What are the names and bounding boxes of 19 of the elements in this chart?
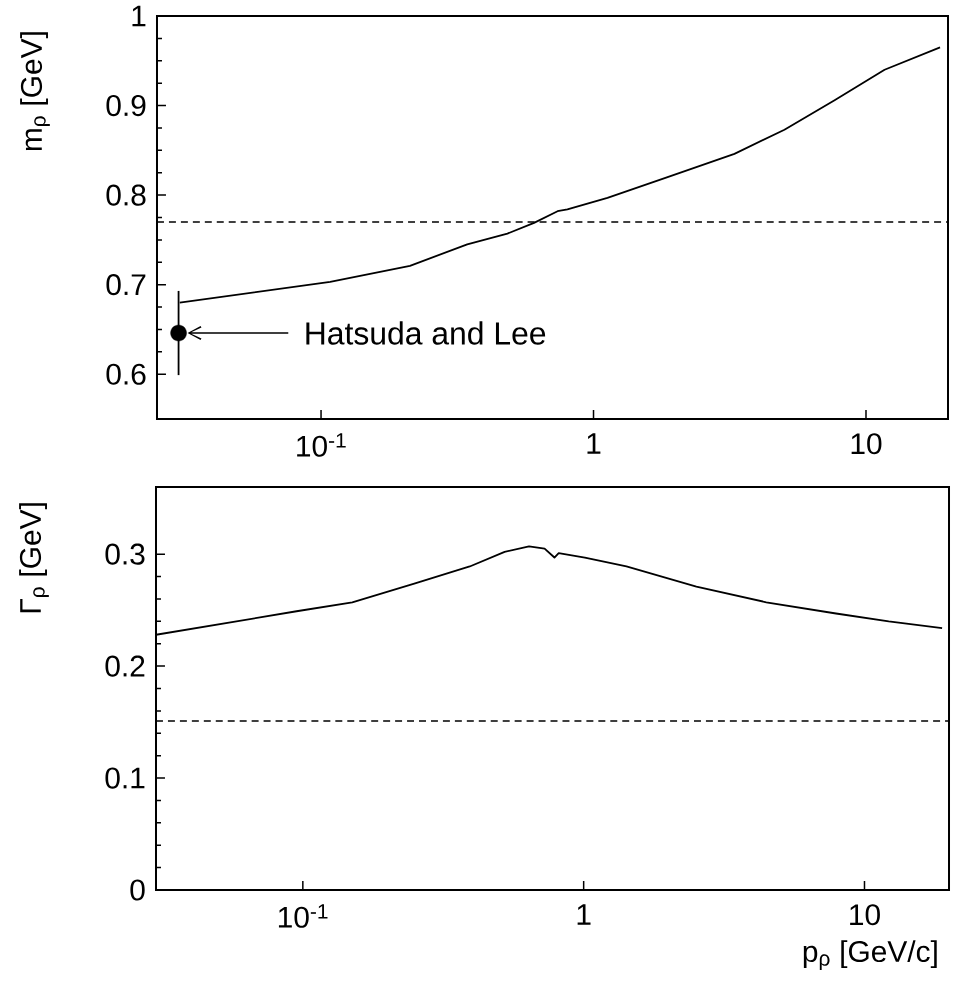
y-tick-label: 0.9: [106, 94, 146, 117]
x-tick-label: 10$^{-1}$: [297, 433, 346, 457]
y-tick-label: 0.7: [106, 274, 146, 296]
x-tick-label: 1: [577, 904, 591, 925]
y-tick-label: 0.2: [105, 655, 145, 677]
y-axis-title: Γ$_{ρ}$ [GeV]: [19, 503, 49, 613]
x-tick-label: 10$^{-1}$: [278, 904, 328, 928]
x-tick-label: 1: [587, 433, 601, 454]
y-tick-label: 0.8: [106, 184, 146, 206]
annotation: Hatsuda and Lee: [306, 321, 546, 345]
y-tick-label: 1: [132, 5, 146, 27]
x-axis-title: p$_{ρ}$ [GeV/c]: [803, 940, 937, 970]
x-tick-label: 10: [850, 904, 880, 926]
y-tick-label: 0.6: [106, 363, 146, 385]
y-tick-label: 0.3: [105, 543, 145, 565]
y-tick-label: 0.1: [105, 767, 145, 789]
y-axis-title: m$_{ρ}$ [GeV]: [20, 32, 50, 151]
y-tick-label: 0: [130, 879, 145, 901]
x-tick-label: 10: [851, 433, 882, 455]
